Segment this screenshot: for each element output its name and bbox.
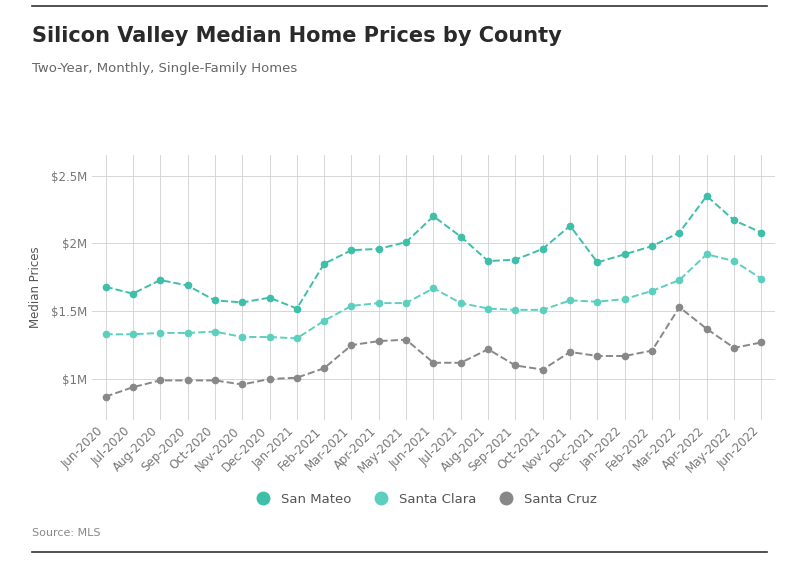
Santa Clara [101,331,110,338]
Line: Santa Cruz: Santa Cruz [102,304,765,400]
Text: Source: MLS: Source: MLS [32,528,101,538]
Santa Clara [428,285,438,292]
Text: Two-Year, Monthly, Single-Family Homes: Two-Year, Monthly, Single-Family Homes [32,62,297,75]
Santa Cruz [702,325,712,332]
San Mateo [757,229,766,236]
San Mateo [347,247,356,254]
San Mateo [483,258,493,264]
San Mateo [264,294,274,301]
San Mateo [401,239,411,246]
Santa Clara [757,275,766,282]
San Mateo [155,277,165,283]
Santa Cruz [674,304,684,310]
Santa Cruz [647,347,657,354]
Santa Cruz [428,359,438,366]
Santa Clara [456,300,466,306]
Santa Clara [155,329,165,336]
Santa Clara [566,297,575,304]
Santa Cruz [401,336,411,343]
San Mateo [647,243,657,250]
Santa Cruz [292,374,301,381]
Santa Cruz [729,344,739,351]
San Mateo [620,251,630,258]
San Mateo [674,229,684,236]
San Mateo [593,259,602,266]
Santa Clara [538,306,547,313]
Santa Cruz [538,366,547,373]
San Mateo [320,260,329,267]
Santa Clara [702,251,712,258]
Santa Clara [183,329,193,336]
Santa Clara [593,298,602,305]
Santa Cruz [456,359,466,366]
Santa Clara [401,300,411,306]
Santa Cruz [183,377,193,384]
Y-axis label: Median Prices: Median Prices [30,247,42,328]
Santa Clara [647,288,657,294]
San Mateo [374,246,384,252]
Santa Clara [292,335,301,342]
Santa Cruz [511,362,520,369]
Santa Clara [237,334,247,340]
Santa Cruz [347,342,356,348]
Santa Cruz [155,377,165,384]
Santa Clara [347,302,356,309]
Santa Cruz [320,365,329,371]
San Mateo [729,217,739,224]
Santa Cruz [264,375,274,382]
Santa Clara [483,305,493,312]
Santa Cruz [210,377,220,384]
Santa Clara [210,328,220,335]
Santa Cruz [237,381,247,388]
Santa Clara [320,317,329,324]
Santa Cruz [620,352,630,359]
Santa Cruz [757,339,766,346]
San Mateo [538,246,547,252]
Santa Cruz [483,346,493,352]
Santa Clara [674,277,684,283]
Santa Clara [511,306,520,313]
Santa Cruz [128,384,137,390]
Line: Santa Clara: Santa Clara [102,251,765,342]
Santa Clara [729,258,739,264]
Santa Clara [128,331,137,338]
San Mateo [210,297,220,304]
Santa Cruz [593,352,602,359]
Legend: San Mateo, Santa Clara, Santa Cruz: San Mateo, Santa Clara, Santa Cruz [244,488,602,511]
San Mateo [456,233,466,240]
Santa Cruz [374,338,384,344]
San Mateo [702,193,712,200]
San Mateo [292,305,301,312]
Santa Clara [264,334,274,340]
Santa Cruz [566,348,575,355]
San Mateo [237,299,247,306]
San Mateo [566,223,575,229]
Santa Clara [620,296,630,302]
Text: Silicon Valley Median Home Prices by County: Silicon Valley Median Home Prices by Cou… [32,26,562,46]
Line: San Mateo: San Mateo [102,193,765,312]
San Mateo [183,282,193,289]
Santa Clara [374,300,384,306]
San Mateo [128,290,137,297]
San Mateo [428,213,438,220]
San Mateo [511,256,520,263]
Santa Cruz [101,393,110,400]
San Mateo [101,283,110,290]
